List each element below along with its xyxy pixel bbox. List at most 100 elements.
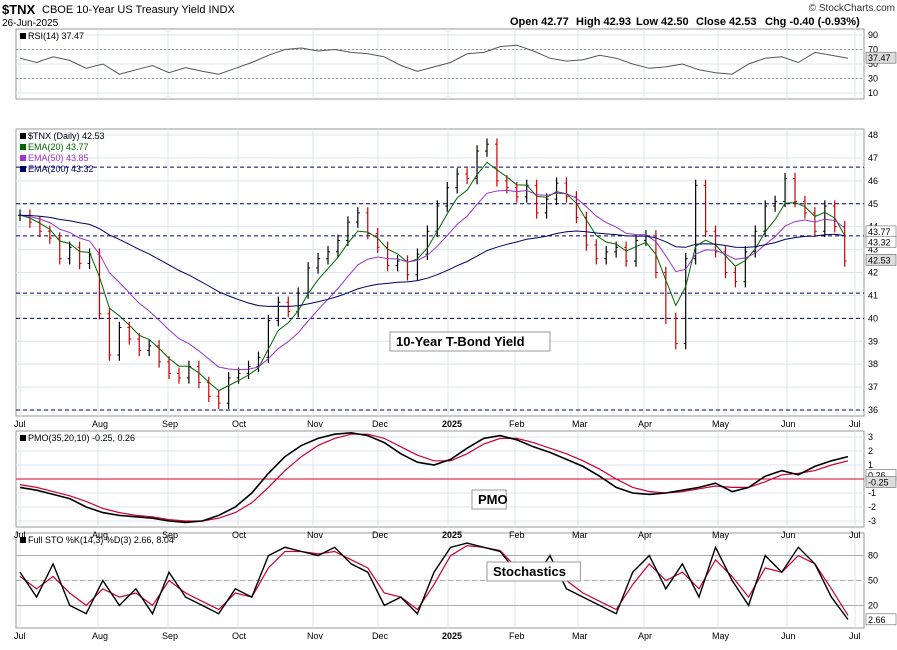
stochastics-x-tick-label: Nov [307,631,324,641]
last-close-label-box [865,254,897,266]
stochastics-x-tick-label: May [712,631,730,641]
pmo-tick-label: 2 [868,446,873,456]
pmo-tick-label: 1 [868,460,873,470]
high-value: High 42.93 [576,16,631,28]
legend-swatch [20,166,26,172]
low-value: Low 42.50 [636,16,689,28]
pmo-signal-value-label: 0.26 [868,470,886,480]
pmo-x-tick-label: Sep [162,530,178,540]
pmo-tick-label: -3 [868,516,876,526]
rsi-tick-label: 70 [868,45,878,55]
pmo-x-tick-label: Dec [372,530,389,540]
legend-swatch [20,537,26,543]
legend-swatch [20,133,26,139]
stochastics-title-box [486,561,581,582]
stochastics-d-line [19,544,849,616]
price-tick-label: 37 [868,382,878,392]
pmo-tick-label: 3 [868,432,873,442]
price-x-tick-label: May [712,419,730,429]
price-x-tick-label: Jul [14,419,26,429]
stochastics-tick-label: 50 [868,576,878,586]
price-x-tick-label: Mar [572,419,588,429]
plots-layer [18,44,849,620]
symbol: $TNX [2,2,36,17]
pmo-x-tick-label: Jul [849,530,861,540]
pmo-x-tick-label: Mar [572,530,588,540]
rsi-last-value: 37.47 [868,53,891,63]
stochastics-x-tick-label: Jul [14,631,26,641]
legend-entry: PMO(35,20,10) -0.25, 0.26 [28,433,135,443]
change-value: Chg -0.40 (-0.93%) [765,16,860,28]
price-tick-label: 39 [868,336,878,346]
rsi-tick-label: 30 [868,74,878,84]
ema20-line [19,161,846,392]
grid-layer [16,29,864,628]
price-x-tick-label: Jun [781,419,796,429]
stochastics-value-label: 2.66 [868,615,886,625]
legend-entry: RSI(14) 37.47 [28,31,84,41]
pmo-title-box [471,489,507,510]
price-tick-label: 42 [868,268,878,278]
pmo-value-label: -0.25 [868,478,889,488]
stochastics-k-line [19,542,849,620]
pmo-x-tick-label: 2025 [442,530,462,540]
ema20-value-label: 43.77 [868,227,891,237]
rsi-tick-label: 50 [868,59,878,69]
stochastics-tick-label: 20 [868,600,878,610]
stochastics-x-tick-label: Apr [638,631,652,641]
rsi-last-value-box [865,51,897,64]
legend-swatch [20,435,26,441]
open-value: Open 42.77 [510,16,569,28]
stochastics-x-tick-label: Mar [572,631,588,641]
price-x-tick-label: Feb [509,419,525,429]
pmo-tick-label: -1 [868,488,876,498]
price-x-tick-label: 2025 [442,419,462,429]
price-tick-label: 36 [868,405,878,415]
stochastics-x-tick-label: 2025 [442,631,462,641]
stochastics-value-label-box [865,613,897,626]
price-x-tick-label: Sep [162,419,178,429]
rsi-tick-label: 90 [868,30,878,40]
stochastics-x-tick-label: Jun [781,631,796,641]
pmo-signal-line [19,433,849,522]
ema200-line [19,214,845,307]
pmo-x-tick-label: Jun [781,530,796,540]
rsi-tick-label: 10 [868,88,878,98]
legend-entry: Full STO %K(14,3) %D(3) 2.66, 8.04 [28,535,174,545]
legend-entry: EMA(50) 43.85 [28,153,89,163]
legend-swatch [20,155,26,161]
price-x-tick-label: Jul [849,419,861,429]
watermark: © StockCharts.com [809,3,895,14]
price-tick-label: 43 [868,245,878,255]
price-tick-label: 40 [868,313,878,323]
legend-entry: EMA(200) 43.32 [28,164,94,174]
stochastics-x-tick-label: Feb [509,631,525,641]
pmo-x-tick-label: Oct [232,530,247,540]
stochastics-tick-label: 80 [868,551,878,561]
security-name: CBOE 10-Year US Treasury Yield INDX [42,4,235,16]
price-x-tick-label: Apr [638,419,652,429]
price-chart-title-box [389,331,551,352]
legend-entry: EMA(20) 43.77 [28,142,89,152]
stochastics-x-tick-label: Oct [232,631,247,641]
stochastics-title: Stochastics [493,564,566,579]
stochastics-x-tick-label: Sep [162,631,178,641]
price-tick-label: 38 [868,359,878,369]
pmo-title: PMO [478,492,508,507]
ema200-value-label: 43.32 [868,237,891,247]
pmo-x-tick-label: Jul [14,530,26,540]
legend-swatch [20,144,26,150]
price-x-tick-label: Aug [92,419,108,429]
rsi-series-line [19,44,849,75]
labels-layer: 10 30 50 70 90 RSI(14) 37.47 37.47 36 37 38 39 40 41… [14,30,897,641]
legend-entry: $TNX (Daily) 42.53 [28,131,105,141]
price-x-tick-label: Oct [232,419,247,429]
price-x-tick-label: Dec [372,419,389,429]
ema50-line [19,189,845,371]
pmo-line [19,431,849,524]
stochastics-x-tick-label: Jul [849,631,861,641]
pmo-x-tick-label: May [712,530,730,540]
price-tick-label: 48 [868,130,878,140]
price-tick-label: 47 [868,153,878,163]
